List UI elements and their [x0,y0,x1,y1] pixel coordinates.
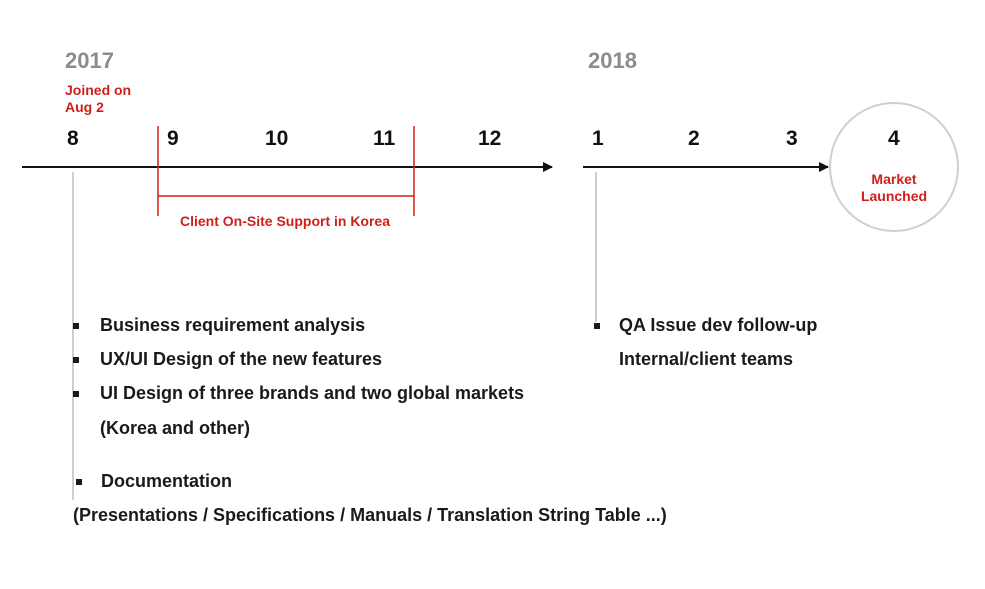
month-label: 12 [478,127,502,150]
year-2017-label: 2017 [65,48,114,73]
month-label: 8 [67,127,79,150]
launch-circle [829,102,959,232]
month-label: 10 [265,127,289,150]
bullet-square [73,391,79,397]
joined-note: Joined on Aug 2 [65,82,131,116]
month-label: 2 [688,127,700,150]
task-2017-item-continuation: (Presentations / Specifications / Manual… [73,505,667,525]
bullet-square [73,323,79,329]
task-2017-item: Documentation [101,471,233,491]
task-2018-item: QA Issue dev follow-up [619,315,818,335]
bullet-square [594,323,600,329]
launch-label-line2: Launched [860,188,928,204]
support-label: Client On-Site Support in Korea [180,213,391,229]
month-label: 3 [786,127,798,150]
joined-note-line1: Joined on [65,82,132,98]
month-label: 9 [167,127,179,150]
month-label: 1 [592,127,604,150]
task-2017-item: Business requirement analysis [100,315,366,335]
task-2017-item: UX/UI Design of the new features [100,349,383,369]
launch-label: Market Launched [834,171,954,205]
bullet-square [73,357,79,363]
launch-label-line1: Market [871,171,917,187]
task-2017-item: UI Design of three brands and two global… [100,383,525,403]
task-2018-item-continuation: Internal/client teams [619,349,794,369]
joined-note-line2: Aug 2 [65,99,104,115]
task-2017-item-continuation: (Korea and other) [100,418,251,438]
month-label: 11 [373,127,396,150]
month-label: 4 [888,127,900,150]
bullet-square [76,479,82,485]
year-2018-label: 2018 [588,48,637,73]
